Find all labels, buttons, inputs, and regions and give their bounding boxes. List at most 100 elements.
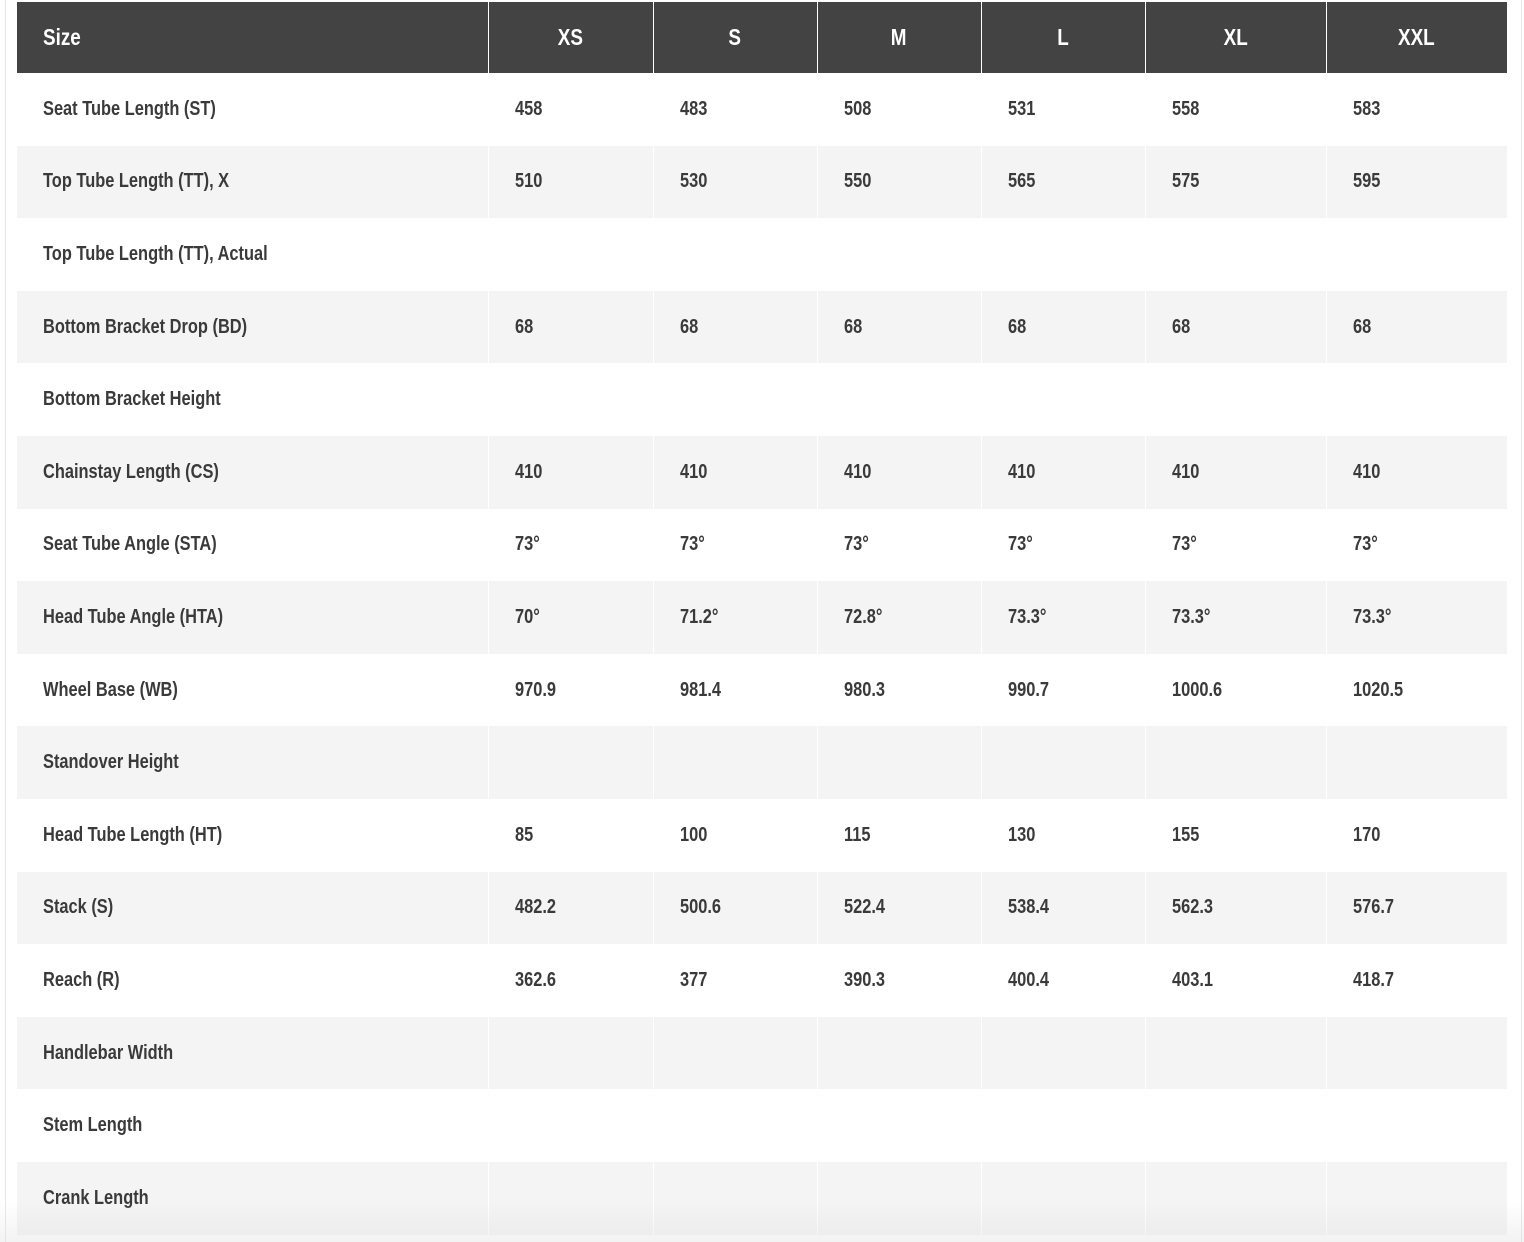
cell-value: 73° xyxy=(679,533,705,556)
cell-l: 538.4 xyxy=(980,871,1145,945)
cell-xs: 482.2 xyxy=(487,871,653,945)
header-size-xl: XL xyxy=(1144,2,1326,73)
cell-xl xyxy=(1144,218,1326,291)
table-row: Standover Height xyxy=(17,726,1507,799)
cell-value: 530 xyxy=(679,170,707,193)
cell-xxl: 583 xyxy=(1325,73,1507,146)
row-label: Bottom Bracket Drop (BD) xyxy=(17,290,488,364)
cell-xl xyxy=(1144,1161,1326,1235)
cell-value: 981.4 xyxy=(679,678,721,701)
row-label-text: Head Tube Length (HT) xyxy=(43,823,223,846)
cell-s xyxy=(652,726,817,799)
cell-xl: 73.3° xyxy=(1144,581,1326,654)
cell-m xyxy=(816,1089,981,1162)
table-row: Stack (S) 482.2 500.6 522.4 538.4 562.3 576.7 xyxy=(17,871,1507,945)
row-label-text: Stem Length xyxy=(43,1114,143,1137)
cell-l xyxy=(980,363,1145,436)
cell-value: 410 xyxy=(679,460,707,483)
cell-value: 575 xyxy=(1171,170,1199,193)
cell-l: 531 xyxy=(980,73,1145,146)
geometry-table: Size XS S M L XL XXL Seat Tube Length (ST) 458 4… xyxy=(17,2,1507,1235)
cell-xs: 73° xyxy=(487,508,653,582)
cell-xs: 85 xyxy=(487,798,653,872)
cell-xxl: 418.7 xyxy=(1325,944,1507,1017)
table-row: Top Tube Length (TT), X 510 530 550 565 575 59… xyxy=(17,145,1507,219)
cell-value: 538.4 xyxy=(1007,896,1049,919)
row-label: Head Tube Length (HT) xyxy=(17,799,488,872)
cell-xs xyxy=(487,1161,653,1235)
cell-m xyxy=(816,218,981,291)
row-label-text: Reach (R) xyxy=(43,968,120,991)
cell-xl: 558 xyxy=(1144,73,1326,146)
cell-xs: 68 xyxy=(487,290,653,364)
cell-xl xyxy=(1144,1016,1326,1090)
cell-xxl xyxy=(1325,218,1507,291)
row-label: Handlebar Width xyxy=(17,1016,488,1090)
cell-s: 500.6 xyxy=(652,871,817,945)
cell-s xyxy=(652,218,817,291)
header-text: XS xyxy=(557,24,584,50)
cell-value: 576.7 xyxy=(1352,896,1394,919)
cell-value: 68 xyxy=(843,315,862,338)
cell-value: 410 xyxy=(1171,460,1199,483)
cell-value: 1000.6 xyxy=(1171,678,1222,701)
cell-m: 390.3 xyxy=(816,944,981,1017)
cell-value: 130 xyxy=(1007,823,1035,846)
cell-m: 410 xyxy=(816,435,981,509)
cell-value: 71.2° xyxy=(679,605,718,628)
cell-value: 990.7 xyxy=(1007,678,1049,701)
cell-value: 362.6 xyxy=(514,968,556,991)
row-label: Bottom Bracket Height xyxy=(17,363,488,436)
table-row: Bottom Bracket Drop (BD) 68 68 68 68 68 68 xyxy=(17,290,1507,364)
cell-xl xyxy=(1144,726,1326,799)
row-label: Crank Length xyxy=(17,1161,488,1235)
table-row: Bottom Bracket Height xyxy=(17,363,1507,436)
cell-value: 73.3° xyxy=(1171,605,1210,628)
cell-xl: 403.1 xyxy=(1144,944,1326,1017)
cell-m xyxy=(816,363,981,436)
header-size-l: L xyxy=(980,2,1145,73)
cell-xl: 73° xyxy=(1144,508,1326,582)
cell-s xyxy=(652,1089,817,1162)
row-label: Head Tube Angle (HTA) xyxy=(17,581,488,654)
cell-value: 390.3 xyxy=(843,968,885,991)
cell-s: 410 xyxy=(652,435,817,509)
table-row: Wheel Base (WB) 970.9 981.4 980.3 990.7 1000.… xyxy=(17,653,1507,727)
cell-l: 130 xyxy=(980,798,1145,872)
row-label-text: Stack (S) xyxy=(43,896,114,919)
cell-xxl xyxy=(1325,363,1507,436)
cell-value: 68 xyxy=(1007,315,1026,338)
page-frame xyxy=(5,0,1522,1242)
cell-value: 482.2 xyxy=(514,896,556,919)
row-label-text: Wheel Base (WB) xyxy=(43,678,178,701)
cell-value: 70° xyxy=(514,605,540,628)
cell-value: 508 xyxy=(843,97,871,120)
row-label-text: Seat Tube Angle (STA) xyxy=(43,533,217,556)
row-label: Stem Length xyxy=(17,1089,488,1162)
table-row: Reach (R) 362.6 377 390.3 400.4 403.1 418.7 xyxy=(17,944,1507,1017)
cell-value: 980.3 xyxy=(843,678,885,701)
cell-value: 73.3° xyxy=(1352,605,1391,628)
cell-l: 400.4 xyxy=(980,944,1145,1017)
cell-l: 73.3° xyxy=(980,581,1145,654)
cell-xl: 575 xyxy=(1144,145,1326,219)
table-row: Crank Length xyxy=(17,1161,1507,1235)
cell-value: 410 xyxy=(843,460,871,483)
row-label-text: Standover Height xyxy=(43,751,179,774)
table-row: Handlebar Width xyxy=(17,1016,1507,1090)
cell-value: 418.7 xyxy=(1352,968,1394,991)
table-row: Seat Tube Angle (STA) 73° 73° 73° 73° 73° 73° xyxy=(17,508,1507,582)
cell-s xyxy=(652,1016,817,1090)
cell-s: 377 xyxy=(652,944,817,1017)
header-text: Size xyxy=(43,24,81,50)
row-label: Chainstay Length (CS) xyxy=(17,435,488,509)
cell-value: 68 xyxy=(514,315,533,338)
row-label-text: Top Tube Length (TT), X xyxy=(43,170,230,193)
cell-l xyxy=(980,726,1145,799)
cell-value: 500.6 xyxy=(679,896,721,919)
cell-s xyxy=(652,363,817,436)
row-label: Reach (R) xyxy=(17,944,488,1017)
row-label-text: Seat Tube Length (ST) xyxy=(43,97,216,120)
cell-xs: 362.6 xyxy=(487,944,653,1017)
cell-xxl xyxy=(1325,1089,1507,1162)
